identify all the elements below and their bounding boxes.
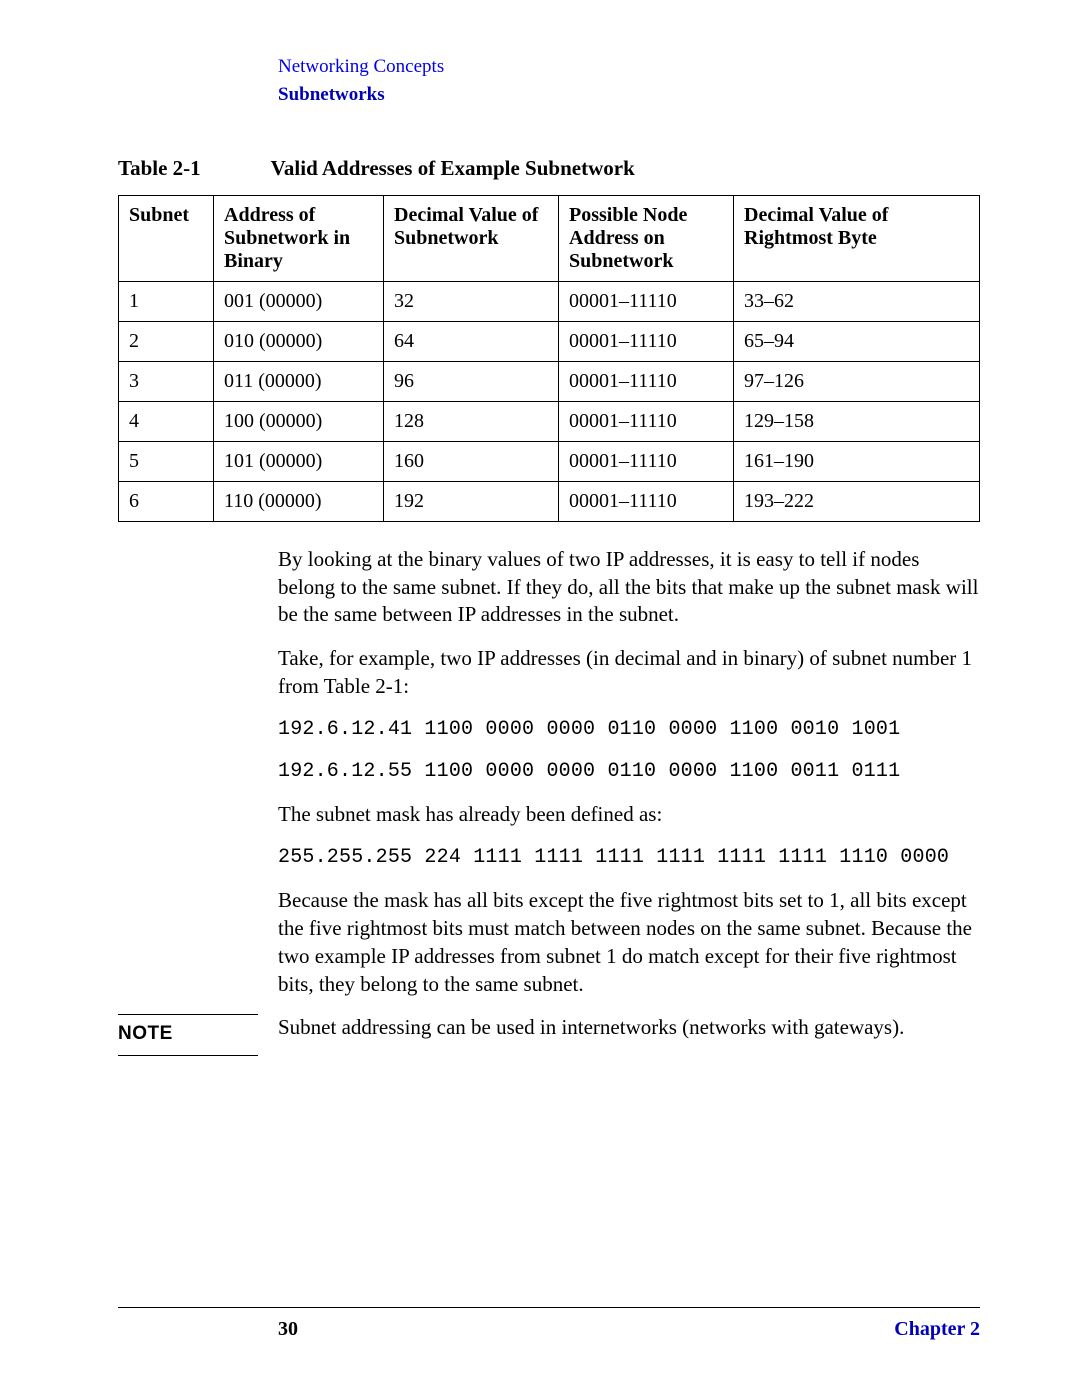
cell: 00001–11110 xyxy=(559,282,734,322)
cell: 33–62 xyxy=(734,282,980,322)
cell: 192 xyxy=(384,482,559,522)
cell: 010 (00000) xyxy=(214,322,384,362)
page: Networking Concepts Subnetworks Table 2-… xyxy=(0,0,1080,1397)
cell: 00001–11110 xyxy=(559,322,734,362)
table-row: 5 101 (00000) 160 00001–11110 161–190 xyxy=(119,442,980,482)
cell: 100 (00000) xyxy=(214,402,384,442)
cell: 97–126 xyxy=(734,362,980,402)
table-label: Table 2-1 xyxy=(118,156,201,181)
table-row: 6 110 (00000) 192 00001–11110 193–222 xyxy=(119,482,980,522)
paragraph: The subnet mask has already been defined… xyxy=(278,801,980,829)
col-header: Decimal Value of Rightmost Byte xyxy=(734,196,980,282)
cell: 2 xyxy=(119,322,214,362)
code-line: 192.6.12.55 1100 0000 0000 0110 0000 110… xyxy=(278,759,980,785)
col-header: Possible Node Address on Subnetwork xyxy=(559,196,734,282)
cell: 001 (00000) xyxy=(214,282,384,322)
cell: 5 xyxy=(119,442,214,482)
cell: 64 xyxy=(384,322,559,362)
cell: 65–94 xyxy=(734,322,980,362)
col-header: Decimal Value of Subnetwork xyxy=(384,196,559,282)
cell: 1 xyxy=(119,282,214,322)
cell: 101 (00000) xyxy=(214,442,384,482)
table-row: 4 100 (00000) 128 00001–11110 129–158 xyxy=(119,402,980,442)
note-block: NOTE Subnet addressing can be used in in… xyxy=(118,1014,980,1056)
cell: 129–158 xyxy=(734,402,980,442)
table-row: 1 001 (00000) 32 00001–11110 33–62 xyxy=(119,282,980,322)
table-title: Valid Addresses of Example Subnetwork xyxy=(271,156,635,181)
table-row: 3 011 (00000) 96 00001–11110 97–126 xyxy=(119,362,980,402)
cell: 00001–11110 xyxy=(559,362,734,402)
cell: 00001–11110 xyxy=(559,402,734,442)
page-number: 30 xyxy=(278,1318,298,1341)
cell: 161–190 xyxy=(734,442,980,482)
cell: 128 xyxy=(384,402,559,442)
cell: 110 (00000) xyxy=(214,482,384,522)
cell: 00001–11110 xyxy=(559,442,734,482)
cell: 6 xyxy=(119,482,214,522)
code-line: 192.6.12.41 1100 0000 0000 0110 0000 110… xyxy=(278,717,980,743)
cell: 00001–11110 xyxy=(559,482,734,522)
body-text: By looking at the binary values of two I… xyxy=(278,546,980,998)
cell: 3 xyxy=(119,362,214,402)
table-body: 1 001 (00000) 32 00001–11110 33–62 2 010… xyxy=(119,282,980,522)
table-row: 2 010 (00000) 64 00001–11110 65–94 xyxy=(119,322,980,362)
table-header-row: Subnet Address of Subnetwork in Binary D… xyxy=(119,196,980,282)
running-head: Networking Concepts Subnetworks xyxy=(278,56,980,106)
paragraph: Because the mask has all bits except the… xyxy=(278,887,980,998)
cell: 160 xyxy=(384,442,559,482)
cell: 32 xyxy=(384,282,559,322)
chapter-label: Chapter 2 xyxy=(894,1318,980,1341)
running-head-section: Subnetworks xyxy=(278,84,980,106)
code-line: 255.255.255 224 1111 1111 1111 1111 1111… xyxy=(278,845,980,871)
subnet-table: Subnet Address of Subnetwork in Binary D… xyxy=(118,195,980,522)
cell: 4 xyxy=(119,402,214,442)
note-label: NOTE xyxy=(118,1023,278,1045)
running-head-topic: Networking Concepts xyxy=(278,56,980,78)
note-rule-top xyxy=(118,1014,258,1015)
table-caption: Table 2-1 Valid Addresses of Example Sub… xyxy=(118,156,980,181)
note-text: Subnet addressing can be used in interne… xyxy=(278,1014,980,1042)
col-header: Address of Subnetwork in Binary xyxy=(214,196,384,282)
cell: 96 xyxy=(384,362,559,402)
paragraph: Take, for example, two IP addresses (in … xyxy=(278,645,980,700)
paragraph: By looking at the binary values of two I… xyxy=(278,546,980,629)
col-header: Subnet xyxy=(119,196,214,282)
cell: 193–222 xyxy=(734,482,980,522)
footer: 30 Chapter 2 xyxy=(118,1307,980,1341)
note-rule-bottom xyxy=(118,1055,258,1056)
cell: 011 (00000) xyxy=(214,362,384,402)
